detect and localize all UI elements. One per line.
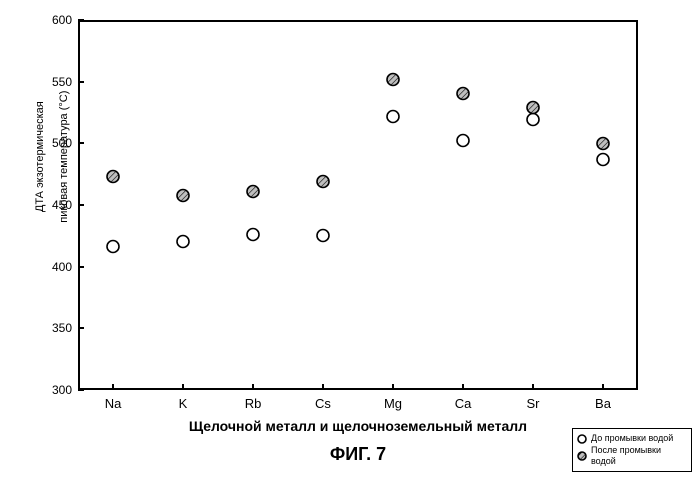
x-tick-label: Na — [93, 396, 133, 411]
x-tick-label: Cs — [303, 396, 343, 411]
y-axis-label: ДТА экзотермическая пиковая температура … — [22, 90, 82, 234]
data-point-after — [596, 136, 610, 155]
data-point-before — [316, 229, 330, 248]
y-tick-mark — [78, 389, 84, 391]
x-tick-mark — [462, 384, 464, 390]
data-point-before — [246, 228, 260, 247]
figure: ДТА экзотермическая пиковая температура … — [0, 0, 698, 500]
legend-label: До промывки водой — [591, 433, 673, 444]
y-tick-mark — [78, 327, 84, 329]
y-tick-label: 550 — [44, 75, 72, 89]
y-tick-mark — [78, 266, 84, 268]
legend-item-after: После промывки водой — [577, 445, 687, 467]
data-point-after — [176, 188, 190, 207]
x-tick-label: Rb — [233, 396, 273, 411]
x-tick-label: Ca — [443, 396, 483, 411]
y-tick-label: 500 — [44, 136, 72, 150]
x-tick-label: K — [163, 396, 203, 411]
y-tick-label: 450 — [44, 198, 72, 212]
x-tick-label: Sr — [513, 396, 553, 411]
figure-caption: ФИГ. 7 — [78, 444, 638, 465]
x-tick-mark — [252, 384, 254, 390]
data-point-after — [526, 101, 540, 120]
data-point-before — [456, 134, 470, 153]
legend-marker-icon — [577, 451, 587, 461]
data-point-after — [316, 175, 330, 194]
y-tick-label: 400 — [44, 260, 72, 274]
legend: До промывки водойПосле промывки водой — [572, 428, 692, 472]
legend-marker-icon — [577, 434, 587, 444]
x-tick-mark — [322, 384, 324, 390]
x-tick-mark — [532, 384, 534, 390]
plot-area — [78, 20, 638, 390]
y-tick-mark — [78, 204, 84, 206]
data-point-after — [386, 72, 400, 91]
y-axis-label-line1: ДТА экзотермическая — [34, 101, 46, 212]
data-point-before — [386, 109, 400, 128]
y-tick-label: 350 — [44, 321, 72, 335]
x-tick-label: Ba — [583, 396, 623, 411]
x-axis-label: Щелочной металл и щелочноземельный метал… — [78, 418, 638, 434]
legend-item-before: До промывки водой — [577, 433, 687, 444]
x-tick-mark — [112, 384, 114, 390]
data-point-before — [176, 235, 190, 254]
y-tick-mark — [78, 19, 84, 21]
x-tick-mark — [392, 384, 394, 390]
x-tick-mark — [602, 384, 604, 390]
legend-label: После промывки водой — [591, 445, 687, 467]
data-point-after — [246, 184, 260, 203]
y-tick-mark — [78, 81, 84, 83]
y-tick-mark — [78, 142, 84, 144]
data-point-after — [456, 87, 470, 106]
data-point-after — [106, 170, 120, 189]
y-tick-label: 300 — [44, 383, 72, 397]
y-tick-label: 600 — [44, 13, 72, 27]
data-point-before — [106, 240, 120, 259]
x-tick-mark — [182, 384, 184, 390]
x-tick-label: Mg — [373, 396, 413, 411]
